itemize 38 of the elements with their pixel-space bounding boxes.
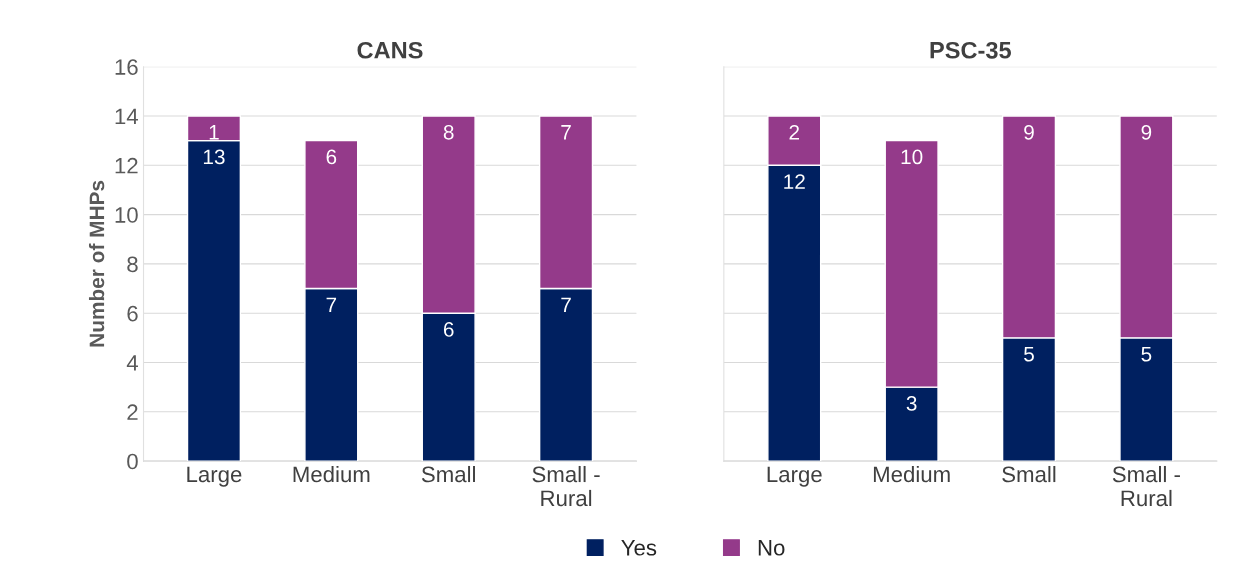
y-tick-label: 14	[115, 108, 139, 125]
legend-label: Yes	[621, 540, 657, 556]
y-tick-label: 8	[127, 256, 138, 273]
data-label: 12	[784, 174, 805, 189]
x-tick-label: Small - Rural	[1112, 465, 1180, 507]
x-tick-label: Large	[767, 466, 822, 487]
y-tick-label: 0	[127, 453, 138, 470]
data-label: 1	[209, 125, 219, 140]
x-tick-label: Small	[1002, 465, 1056, 483]
data-label: 13	[203, 149, 225, 165]
x-tick-label: Medium	[293, 465, 370, 483]
data-label: 10	[901, 149, 923, 165]
data-label: 2	[789, 124, 800, 140]
x-tick-label: Large	[187, 466, 242, 487]
data-label: 9	[1024, 124, 1034, 140]
chart-title: CANS	[357, 41, 423, 59]
x-tick-label: Small - Rural	[532, 465, 600, 507]
y-tick-label: 2	[127, 404, 138, 420]
y-tick-label: 10	[115, 207, 138, 223]
y-axis-title: Number of MHPs	[88, 180, 105, 347]
data-label: 5	[1024, 346, 1034, 362]
data-label: 8	[443, 124, 454, 140]
y-tick-label: 16	[115, 59, 138, 75]
legend-label: No	[758, 540, 785, 556]
data-label: 6	[443, 322, 454, 337]
data-label: 3	[906, 396, 917, 411]
data-label: 6	[326, 149, 337, 165]
y-tick-label: 6	[127, 305, 138, 322]
x-tick-label: Medium	[873, 465, 950, 483]
y-tick-label: 4	[126, 355, 139, 371]
data-label: 7	[561, 297, 571, 312]
data-label: 7	[326, 297, 337, 312]
x-tick-label: Small	[421, 465, 475, 483]
data-label: 9	[1141, 124, 1152, 140]
chart-title: PSC-35	[930, 41, 1011, 59]
y-tick-label: 12	[115, 157, 138, 174]
data-label: 7	[561, 125, 571, 140]
data-label: 5	[1141, 346, 1152, 362]
